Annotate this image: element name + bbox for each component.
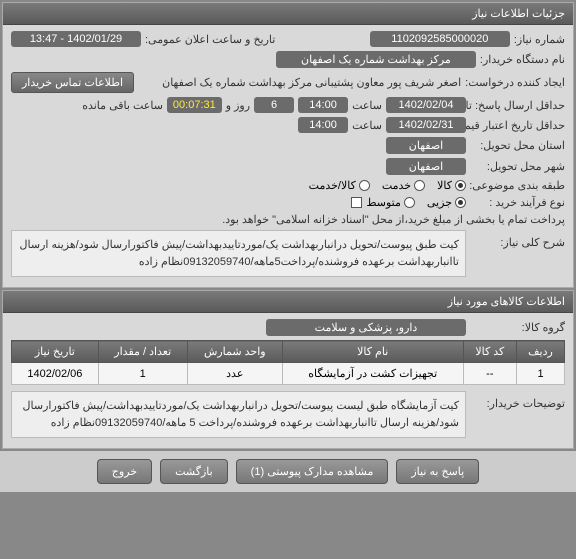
col-qty: تعداد / مقدار	[98, 341, 187, 363]
col-row: ردیف	[517, 341, 565, 363]
radio-service-label: خدمت	[382, 179, 411, 192]
contact-buyer-button[interactable]: اطلاعات تماس خریدار	[11, 72, 134, 93]
radio-goods-label: کالا	[437, 179, 452, 192]
purchase-type-label: نوع فرآیند خرید :	[470, 196, 565, 209]
need-details-panel: جزئیات اطلاعات نیاز شماره نیاز: 11020925…	[2, 2, 574, 288]
time-label-1: ساعت	[352, 99, 382, 112]
purchase-type-radio-group: جزیی متوسط	[366, 196, 466, 209]
cell-date: 1402/02/06	[12, 363, 99, 385]
requester-name: اصغر شریف پور معاون پشتیبانی مرکز بهداشت…	[138, 76, 461, 89]
validity-date: 1402/02/31	[386, 117, 466, 133]
radio-medium[interactable]: متوسط	[366, 196, 415, 209]
cell-qty: 1	[98, 363, 187, 385]
buyer-label: نام دستگاه خریدار:	[480, 53, 565, 66]
requester-label: ایجاد کننده درخواست:	[465, 76, 565, 89]
time-label-2: ساعت	[352, 119, 382, 132]
respond-button[interactable]: پاسخ به نیاز	[396, 459, 479, 484]
radio-both-label: کالا/خدمت	[309, 179, 356, 192]
group-value: دارو، پزشکی و سلامت	[266, 319, 466, 336]
radio-dot-icon	[359, 180, 370, 191]
attachments-button[interactable]: مشاهده مدارک پیوستی (1)	[236, 459, 389, 484]
deadline-label: حداقل ارسال پاسخ: تا تاریخ:	[470, 99, 565, 112]
cell-name: تجهیزات کشت در آزمایشگاه	[282, 363, 463, 385]
bottom-button-bar: پاسخ به نیاز مشاهده مدارک پیوستی (1) باز…	[0, 451, 576, 492]
days-remaining: 6	[254, 97, 294, 113]
col-date: تاریخ نیاز	[12, 341, 99, 363]
announce-label: تاریخ و ساعت اعلان عمومی:	[145, 33, 275, 46]
radio-dot-icon	[455, 180, 466, 191]
treasury-checkbox[interactable]	[351, 197, 362, 208]
remain-label: ساعت باقی مانده	[82, 99, 163, 112]
province-label: استان محل تحویل:	[470, 139, 565, 152]
table-row[interactable]: 1 -- تجهیزات کشت در آزمایشگاه عدد 1 1402…	[12, 363, 565, 385]
province-value: اصفهان	[386, 137, 466, 154]
city-value: اصفهان	[386, 158, 466, 175]
col-code: کد کالا	[463, 341, 516, 363]
cell-code: --	[463, 363, 516, 385]
col-unit: واحد شمارش	[187, 341, 282, 363]
need-number: 1102092585000020	[370, 31, 510, 47]
buyer-notes-label: توضیحات خریدار:	[470, 391, 565, 410]
city-label: شهر محل تحویل:	[470, 160, 565, 173]
goods-info-panel: اطلاعات کالاهای مورد نیاز گروه کالا: دار…	[2, 290, 574, 449]
radio-both[interactable]: کالا/خدمت	[309, 179, 370, 192]
exit-button[interactable]: خروج	[97, 459, 152, 484]
radio-partial[interactable]: جزیی	[427, 196, 466, 209]
category-radio-group: کالا خدمت کالا/خدمت	[309, 179, 466, 192]
cell-unit: عدد	[187, 363, 282, 385]
radio-partial-label: جزیی	[427, 196, 452, 209]
table-header-row: ردیف کد کالا نام کالا واحد شمارش تعداد /…	[12, 341, 565, 363]
validity-time: 14:00	[298, 117, 348, 133]
cell-row: 1	[517, 363, 565, 385]
back-button[interactable]: بازگشت	[160, 459, 228, 484]
radio-dot-icon	[455, 197, 466, 208]
goods-table: ردیف کد کالا نام کالا واحد شمارش تعداد /…	[11, 340, 565, 385]
radio-goods[interactable]: کالا	[437, 179, 466, 192]
deadline-date: 1402/02/04	[386, 97, 466, 113]
need-description: کیت طبق پیوست/تحویل درانباربهداشت یک/مور…	[11, 230, 466, 277]
countdown-timer: 00:07:31	[167, 97, 222, 113]
day-label: روز و	[226, 99, 250, 112]
panel2-header: اطلاعات کالاهای مورد نیاز	[3, 291, 573, 313]
deadline-time: 14:00	[298, 97, 348, 113]
col-name: نام کالا	[282, 341, 463, 363]
panel1-header: جزئیات اطلاعات نیاز	[3, 3, 573, 25]
radio-medium-label: متوسط	[366, 196, 401, 209]
group-label: گروه کالا:	[470, 321, 565, 334]
desc-label: شرح کلی نیاز:	[470, 230, 565, 249]
buyer-name: مرکز بهداشت شماره یک اصفهان	[276, 51, 476, 68]
category-label: طبقه بندی موضوعی:	[470, 179, 565, 192]
validity-label: حداقل تاریخ اعتبار قیمت: تا تاریخ:	[470, 119, 565, 132]
need-number-label: شماره نیاز:	[514, 33, 565, 46]
buyer-notes: کیت آزمایشگاه طبق لیست پیوست/تحویل درانب…	[11, 391, 466, 438]
announce-datetime: 1402/01/29 - 13:47	[11, 31, 141, 47]
radio-dot-icon	[414, 180, 425, 191]
payment-note: پرداخت تمام یا بخشی از مبلغ خرید،از محل …	[222, 213, 565, 226]
radio-dot-icon	[404, 197, 415, 208]
radio-service[interactable]: خدمت	[382, 179, 425, 192]
